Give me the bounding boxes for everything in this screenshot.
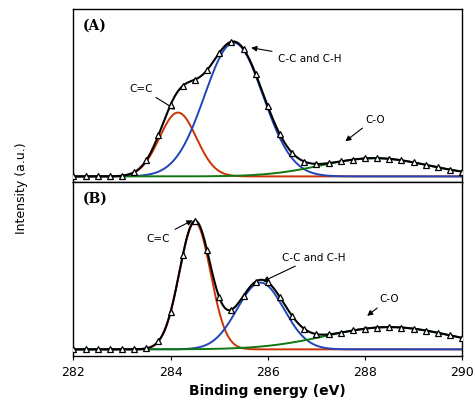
Text: C=C: C=C xyxy=(146,221,191,243)
Text: C=C: C=C xyxy=(129,84,174,110)
Text: Intensity (a.u.): Intensity (a.u.) xyxy=(15,142,28,234)
Text: C-O: C-O xyxy=(346,115,384,141)
Text: C-C and C-H: C-C and C-H xyxy=(264,252,346,281)
X-axis label: Binding energy (eV): Binding energy (eV) xyxy=(190,383,346,397)
Text: C-C and C-H: C-C and C-H xyxy=(252,47,341,64)
Text: C-O: C-O xyxy=(368,294,399,315)
Text: (A): (A) xyxy=(83,19,107,33)
Text: (B): (B) xyxy=(83,192,108,206)
